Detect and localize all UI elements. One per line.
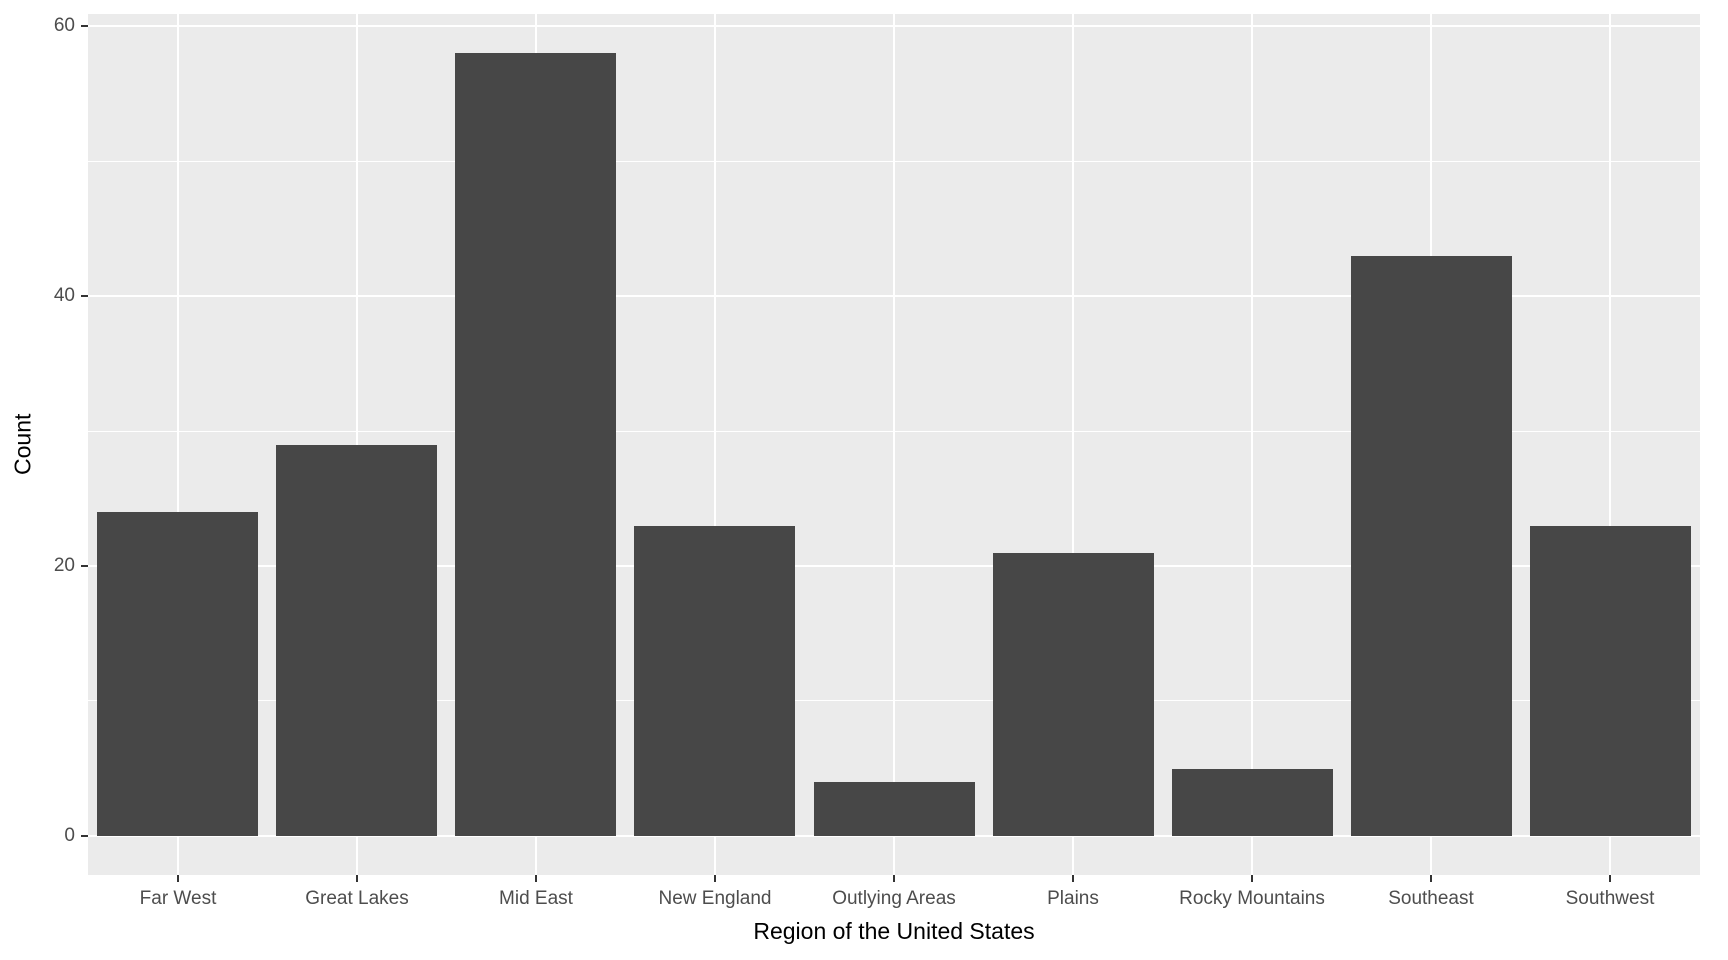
x-tick-label-rocky-mountains: Rocky Mountains [1179, 888, 1325, 909]
x-tick-mark [893, 875, 895, 882]
x-tick-label-new-england: New England [658, 888, 772, 909]
x-tick-mark [535, 875, 537, 882]
x-tick-mark [1251, 875, 1253, 882]
x-tick-label-great-lakes: Great Lakes [305, 888, 409, 909]
x-axis: Far West Great Lakes Mid East New England Ou… [88, 875, 1700, 935]
bar-southwest [1530, 526, 1691, 836]
y-tick-label: 60 [53, 15, 75, 37]
category-gridline [356, 14, 358, 875]
bar-plains [993, 553, 1154, 836]
bar-outlying-areas [814, 782, 975, 836]
bar-rocky-mountains [1172, 769, 1333, 836]
category-gridline [893, 14, 895, 875]
bar-southeast [1351, 256, 1512, 836]
category-gridline [1251, 14, 1253, 875]
x-tick-mark [1430, 875, 1432, 882]
x-tick-label-mid-east: Mid East [499, 888, 573, 909]
y-tick-label: 40 [53, 285, 75, 307]
category-gridline [714, 14, 716, 875]
x-tick-mark [177, 875, 179, 882]
plot-panel [88, 14, 1700, 875]
x-tick-label-southwest: Southwest [1565, 888, 1655, 909]
x-tick-label-southeast: Southeast [1388, 888, 1474, 909]
x-tick-label-outlying-areas: Outlying Areas [832, 888, 956, 909]
y-tick-mark [81, 25, 88, 28]
y-axis: 0 20 40 60 [0, 14, 88, 875]
y-tick-mark [81, 834, 88, 837]
x-tick-mark [356, 875, 358, 882]
y-tick-mark [81, 295, 88, 298]
x-tick-mark [1609, 875, 1611, 882]
x-tick-mark [1072, 875, 1074, 882]
x-axis-title: Region of the United States [753, 918, 1035, 944]
category-gridline [1609, 14, 1611, 875]
x-tick-label-plains: Plains [1047, 888, 1099, 909]
bar-mid-east [455, 53, 616, 836]
y-tick-mark [81, 564, 88, 567]
category-gridline [1072, 14, 1074, 875]
x-tick-mark [714, 875, 716, 882]
bar-new-england [634, 526, 795, 836]
bar-far-west [97, 512, 258, 836]
category-gridline [177, 14, 179, 875]
y-tick-label: 20 [53, 554, 75, 576]
x-tick-label-far-west: Far West [139, 888, 217, 909]
bar-great-lakes [276, 445, 437, 836]
y-tick-label: 0 [64, 824, 75, 846]
